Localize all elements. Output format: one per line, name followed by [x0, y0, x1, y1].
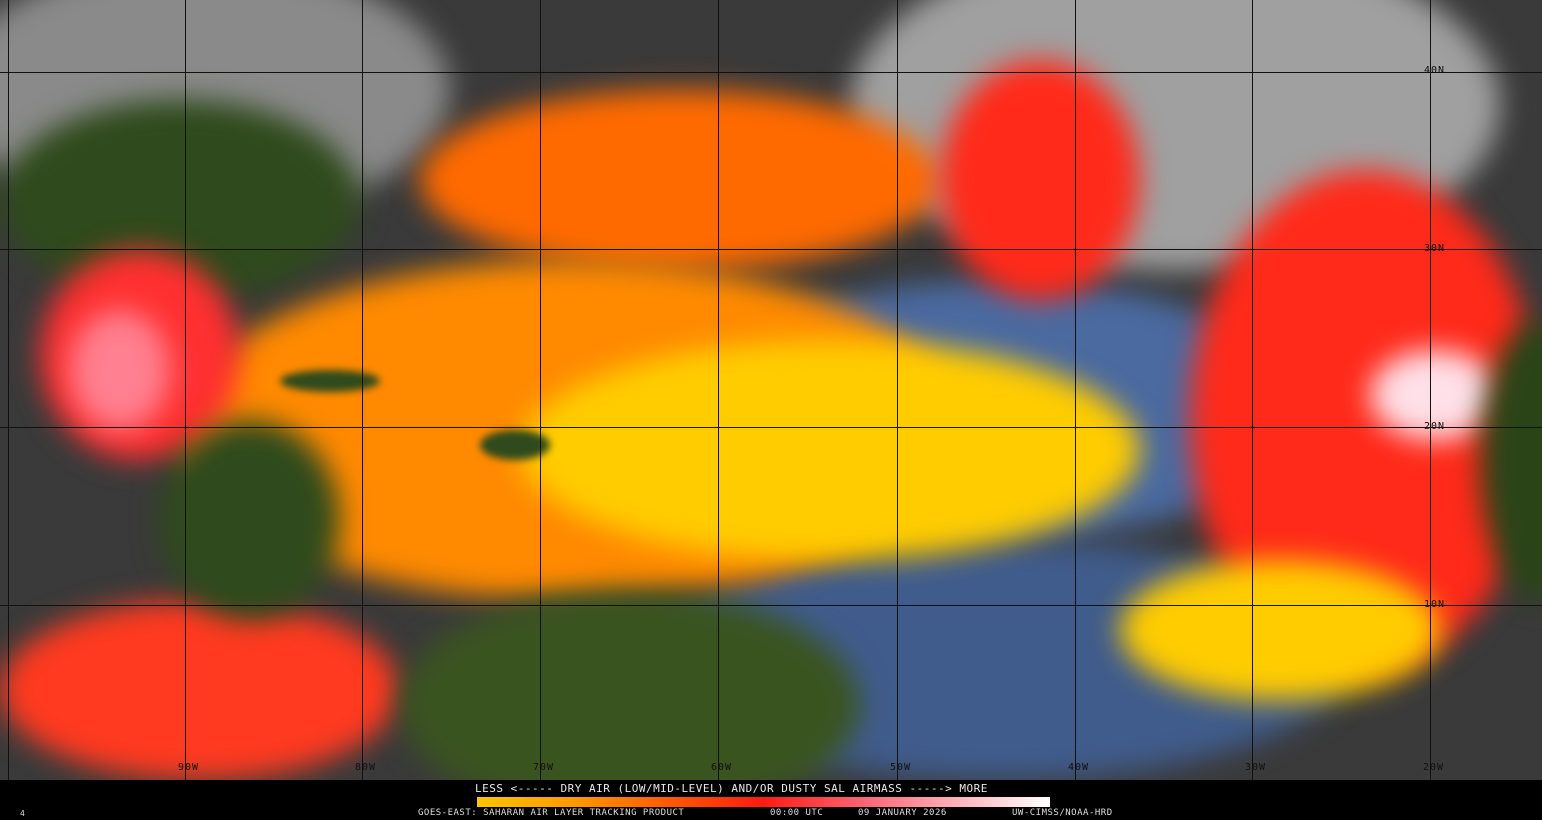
legend-title: LESS <----- DRY AIR (LOW/MID-LEVEL) AND/…	[475, 782, 988, 795]
gridline	[1430, 0, 1431, 780]
sal-dust-max	[1370, 350, 1500, 440]
lon-label: 90W	[178, 762, 200, 773]
lat-label: 20N	[1424, 421, 1446, 432]
lat-label: 40N	[1424, 65, 1446, 76]
gridline	[897, 0, 898, 780]
dust-area	[70, 310, 170, 430]
gridline	[0, 605, 1542, 606]
gridline	[718, 0, 719, 780]
lon-label: 50W	[890, 762, 912, 773]
gridline	[0, 427, 1542, 428]
lon-label: 30W	[1245, 762, 1267, 773]
dry-air-area	[1120, 560, 1440, 700]
lon-label: 20W	[1423, 762, 1445, 773]
dry-air-area	[0, 600, 400, 780]
product-name: GOES-EAST: SAHARAN AIR LAYER TRACKING PR…	[418, 808, 685, 818]
lon-label: 80W	[355, 762, 377, 773]
lon-label: 60W	[711, 762, 733, 773]
gridline	[0, 72, 1542, 73]
lat-label: 30N	[1424, 243, 1446, 254]
land-central-america	[160, 420, 340, 620]
color-scale	[477, 797, 1050, 807]
gridline	[185, 0, 186, 780]
gridline	[362, 0, 363, 780]
corner-mark: 4	[20, 809, 26, 818]
lat-label: 10N	[1424, 599, 1446, 610]
gridline	[1252, 0, 1253, 780]
gridline	[1075, 0, 1076, 780]
land-south-america	[400, 590, 860, 780]
lon-label: 70W	[533, 762, 555, 773]
lon-label: 40W	[1068, 762, 1090, 773]
date-label: 09 JANUARY 2026	[858, 808, 947, 818]
satellite-imagery: 90W 80W 70W 60W 50W 40W 30W 20W 40N 30N …	[0, 0, 1542, 780]
gridline	[540, 0, 541, 780]
dry-air-area	[940, 60, 1140, 300]
dry-air-area	[520, 340, 1140, 560]
credit-label: UW-CIMSS/NOAA-HRD	[1012, 808, 1113, 818]
hispaniola	[480, 430, 550, 460]
dry-air-area	[420, 90, 940, 270]
gridline	[0, 249, 1542, 250]
time-label: 00:00 UTC	[770, 808, 824, 818]
gridline	[8, 0, 9, 780]
cuba	[280, 370, 380, 392]
